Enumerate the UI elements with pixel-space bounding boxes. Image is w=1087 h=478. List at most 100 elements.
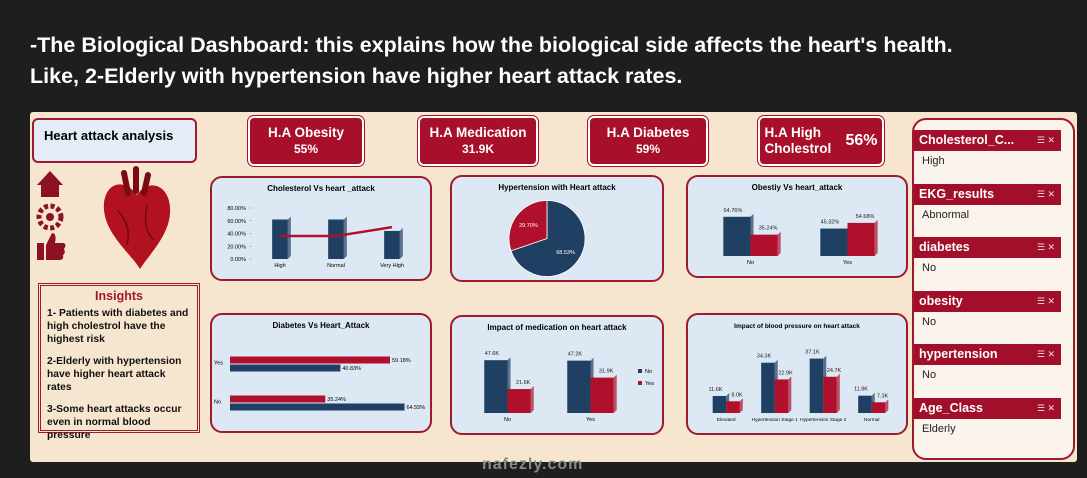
x-tick-label: High <box>274 263 285 269</box>
x-tick-label: No <box>504 417 511 423</box>
insight-item: 3-Some heart attacks occur even in norma… <box>47 404 182 441</box>
slicer: obesity ☰ ✕ No <box>914 290 1061 332</box>
kpi-card: H.A High Cholestrol 56% <box>760 118 882 164</box>
slicer-title: diabetes <box>919 240 970 254</box>
bar-depth <box>777 231 781 256</box>
bar-depth <box>836 373 840 413</box>
bar-depth <box>287 216 291 259</box>
slicer-item[interactable]: High <box>922 155 945 167</box>
bar <box>858 395 872 413</box>
chart-title: Hypertension with Heart attack <box>498 183 616 192</box>
slicer-icons: ☰ ✕ <box>1036 349 1055 359</box>
bar <box>590 377 614 413</box>
slicer: hypertension ☰ ✕ No <box>914 344 1061 385</box>
x-tick-label: Elevated <box>717 417 736 423</box>
bar <box>567 360 591 413</box>
chart-card: Obestiy Vs heart_attack 64.76% 35.24% No 45.… <box>686 175 908 278</box>
slicer-item[interactable]: Elderly <box>922 422 956 435</box>
slicer-icons: ☰ ✕ <box>1036 295 1055 306</box>
bar-depth <box>885 399 889 413</box>
x-tick-label: Hypertension Stage 1 <box>752 417 798 423</box>
y-tick-label: 0.00% <box>230 257 246 263</box>
bar <box>230 395 326 403</box>
legend-label: Yes <box>645 381 654 387</box>
value-label: 47.6K <box>485 351 500 357</box>
x-tick-label: Yes <box>586 417 595 423</box>
slicer-header[interactable]: hypertension ☰ ✕ <box>914 344 1061 365</box>
bar <box>750 234 778 256</box>
chart-card: Cholesterol Vs heart _attack 0.00% 20.00% 4… <box>210 176 432 281</box>
chart-card: Impact of medication on heart attack 47.6… <box>450 315 664 435</box>
kpi-card: H.A Obesity 55% <box>250 118 362 164</box>
slicer-item[interactable]: No <box>922 262 937 274</box>
chart-card: Impact of blood pressure on heart attack… <box>686 313 908 435</box>
slicer-item[interactable]: Abnormal <box>922 208 970 221</box>
slicer-header[interactable]: obesity ☰ ✕ <box>914 290 1061 312</box>
value-label: 47.2K <box>568 352 583 358</box>
home-icon <box>37 171 63 197</box>
dashboard-title: Heart attack analysis <box>32 118 197 163</box>
chart: Diabetes Vs Heart_Attack Yes 59.18% 40.83% N… <box>214 321 426 411</box>
decor-icons <box>36 166 171 269</box>
slicer: Age_Class ☰ ✕ Elderly <box>914 397 1061 439</box>
bar <box>384 230 400 259</box>
value-label: 37.1K <box>805 350 820 356</box>
insight-item: 2-Elderly with hypertension have higher … <box>47 356 182 393</box>
slicer-icons: ☰ ✕ <box>1036 402 1055 413</box>
insights-list: 1- Patients with diabetes and high chole… <box>47 307 191 442</box>
value-label: 8.0K <box>731 392 743 398</box>
legend-swatch <box>638 381 642 385</box>
x-tick-label: No <box>747 260 754 266</box>
bar <box>761 362 775 413</box>
slicer-header[interactable]: diabetes ☰ ✕ <box>914 237 1061 258</box>
slicer-icons: ☰ ✕ <box>1036 188 1055 199</box>
value-label: 54.68% <box>856 214 875 220</box>
slicer-header[interactable]: Cholesterol_C... ☰ ✕ <box>914 130 1061 151</box>
bar <box>723 216 751 256</box>
x-tick-label: Hypertension Stage 2 <box>800 417 846 423</box>
slicer-icons: ☰ ✕ <box>1036 242 1055 252</box>
bar <box>507 389 531 413</box>
value-label: 59.18% <box>392 358 411 364</box>
y-tick-label: Yes <box>214 361 223 367</box>
bar <box>871 402 886 413</box>
value-label: 40.83% <box>342 366 361 372</box>
bar <box>809 358 824 413</box>
legend-swatch <box>638 369 642 373</box>
value-label: 21.6K <box>516 380 531 386</box>
slicer: diabetes ☰ ✕ No <box>914 237 1061 278</box>
value-label: 35.24% <box>327 397 346 403</box>
value-label: 64.76% <box>724 208 743 214</box>
x-tick-label: Very High <box>380 263 404 269</box>
slicer-header[interactable]: EKG_results ☰ ✕ <box>914 183 1061 205</box>
chart-card: Diabetes Vs Heart_Attack Yes 59.18% 40.83% N… <box>210 313 432 433</box>
value-label: 68.53% <box>556 250 575 256</box>
slicer-item[interactable]: No <box>922 369 937 381</box>
value-label: 24.7K <box>827 368 842 374</box>
kpi-value: 59% <box>635 142 661 156</box>
value-label: 64.55% <box>407 405 426 411</box>
bar-depth <box>343 216 347 259</box>
slicer-header[interactable]: Age_Class ☰ ✕ <box>914 397 1061 419</box>
bar <box>328 219 344 259</box>
y-tick-label: 60.00% <box>227 219 246 225</box>
insight-item: 1- Patients with diabetes and high chole… <box>47 308 189 345</box>
slicer-title: EKG_results <box>919 186 995 201</box>
value-label: 45.32% <box>821 220 840 226</box>
slicer-item[interactable]: No <box>922 315 937 328</box>
gear-center <box>46 213 54 221</box>
bar <box>230 364 341 372</box>
slicer-icons: ☰ ✕ <box>1036 135 1055 145</box>
icons <box>36 171 66 260</box>
y-tick-label: 20.00% <box>227 244 246 250</box>
thumb-icon <box>37 233 66 260</box>
slicer-title: Cholesterol_C... <box>919 133 1015 147</box>
value-label: 29.70% <box>519 223 538 229</box>
chart: Impact of blood pressure on heart attack… <box>708 323 889 423</box>
bar-depth <box>613 374 617 413</box>
kpi-card: H.A Medication 31.9K <box>420 118 536 164</box>
chart-title: Cholesterol Vs heart _attack <box>267 184 375 193</box>
value-label: 35.24% <box>759 226 778 232</box>
bar <box>272 219 288 259</box>
slicer: EKG_results ☰ ✕ Abnormal <box>914 183 1061 225</box>
